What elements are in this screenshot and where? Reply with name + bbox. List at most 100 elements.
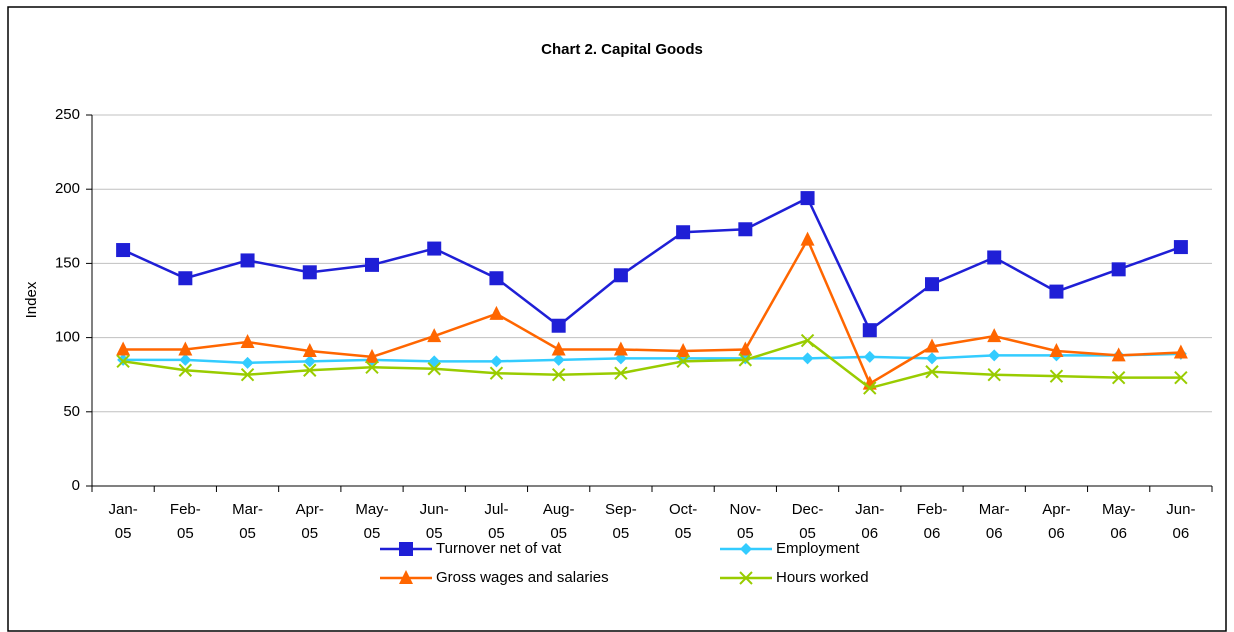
marker [117, 353, 130, 366]
marker [116, 341, 131, 356]
marker [1111, 370, 1126, 385]
marker [740, 543, 752, 555]
marker [926, 352, 938, 365]
x-tick-label: Apr-06 [1042, 501, 1070, 542]
x-tick-label: May-06 [1102, 501, 1135, 542]
marker [399, 570, 413, 584]
marker [925, 365, 939, 379]
marker [862, 323, 877, 338]
y-tick-label: 50 [63, 403, 80, 420]
marker [800, 231, 815, 246]
marker [489, 366, 504, 380]
series-line [122, 196, 1182, 333]
marker [676, 342, 691, 357]
marker [365, 360, 379, 374]
marker [179, 353, 192, 366]
x-tick-label: Jun-06 [1166, 501, 1195, 542]
marker [303, 363, 317, 377]
marker [240, 334, 255, 349]
chart-frame [7, 6, 1227, 632]
x-tick-label: Feb-06 [917, 501, 948, 542]
x-tick-label: Nov-05 [729, 501, 761, 542]
marker [1173, 240, 1188, 255]
legend-label: Employment [776, 540, 860, 557]
x-tick-label: Dec-05 [792, 501, 824, 542]
marker [178, 363, 193, 377]
marker [427, 362, 441, 376]
marker [925, 277, 939, 292]
marker [1049, 369, 1064, 383]
marker [987, 250, 1002, 265]
y-tick-label: 250 [55, 106, 80, 123]
y-tick-label: 100 [55, 329, 80, 346]
marker [800, 333, 815, 348]
marker [365, 348, 379, 363]
chart-title: Chart 2. Capital Goods [541, 41, 703, 58]
marker [988, 349, 1001, 362]
y-tick-label: 0 [72, 477, 80, 494]
marker [738, 222, 753, 237]
marker [427, 328, 442, 343]
marker [490, 355, 503, 368]
marker [1049, 284, 1064, 299]
y-axis-label: Index [23, 281, 40, 318]
marker [399, 542, 413, 556]
marker [427, 241, 442, 256]
series-line [122, 339, 1181, 390]
marker [614, 366, 628, 380]
x-tick-label: Jul-05 [484, 501, 508, 542]
marker [178, 341, 193, 356]
legend-label: Gross wages and salaries [436, 569, 609, 586]
marker [863, 381, 877, 395]
marker [551, 341, 566, 356]
marker [116, 243, 131, 258]
marker [302, 265, 317, 280]
x-tick-label: Sep-05 [605, 501, 637, 542]
marker [489, 271, 504, 286]
marker [365, 257, 379, 272]
marker [987, 328, 1002, 343]
marker [551, 318, 566, 333]
x-tick-label: Oct-05 [669, 501, 697, 542]
marker [302, 342, 317, 357]
marker [738, 341, 753, 356]
marker [676, 225, 691, 240]
x-tick-label: Apr-05 [296, 501, 324, 542]
series-line [123, 236, 1181, 386]
marker [1174, 370, 1188, 385]
marker [801, 352, 814, 365]
marker [613, 341, 628, 356]
marker [1173, 344, 1188, 359]
x-tick-label: Mar-05 [232, 501, 263, 542]
marker [863, 350, 876, 363]
x-tick-label: May-05 [355, 501, 388, 542]
marker [738, 353, 753, 367]
x-tick-label: Aug-05 [543, 501, 575, 542]
series-line [123, 352, 1181, 365]
x-tick-label: Jun-05 [420, 501, 449, 542]
marker [1111, 347, 1126, 362]
y-tick-label: 150 [55, 254, 80, 271]
marker [240, 367, 255, 382]
x-tick-label: Jan-06 [855, 501, 884, 542]
marker [800, 191, 815, 206]
marker [240, 253, 255, 268]
marker [1111, 262, 1126, 277]
marker [1049, 342, 1064, 357]
x-tick-label: Mar-06 [979, 501, 1010, 542]
marker [676, 354, 690, 369]
marker [489, 305, 504, 320]
marker [739, 571, 753, 585]
legend-label: Hours worked [776, 569, 869, 586]
marker [987, 367, 1001, 382]
marker [241, 356, 254, 369]
marker [613, 268, 628, 283]
x-tick-label: Feb-05 [170, 501, 201, 542]
marker [116, 354, 130, 369]
y-tick-label: 200 [55, 180, 80, 197]
marker [925, 338, 939, 353]
marker [552, 353, 565, 366]
marker [428, 355, 441, 368]
marker [551, 367, 566, 382]
